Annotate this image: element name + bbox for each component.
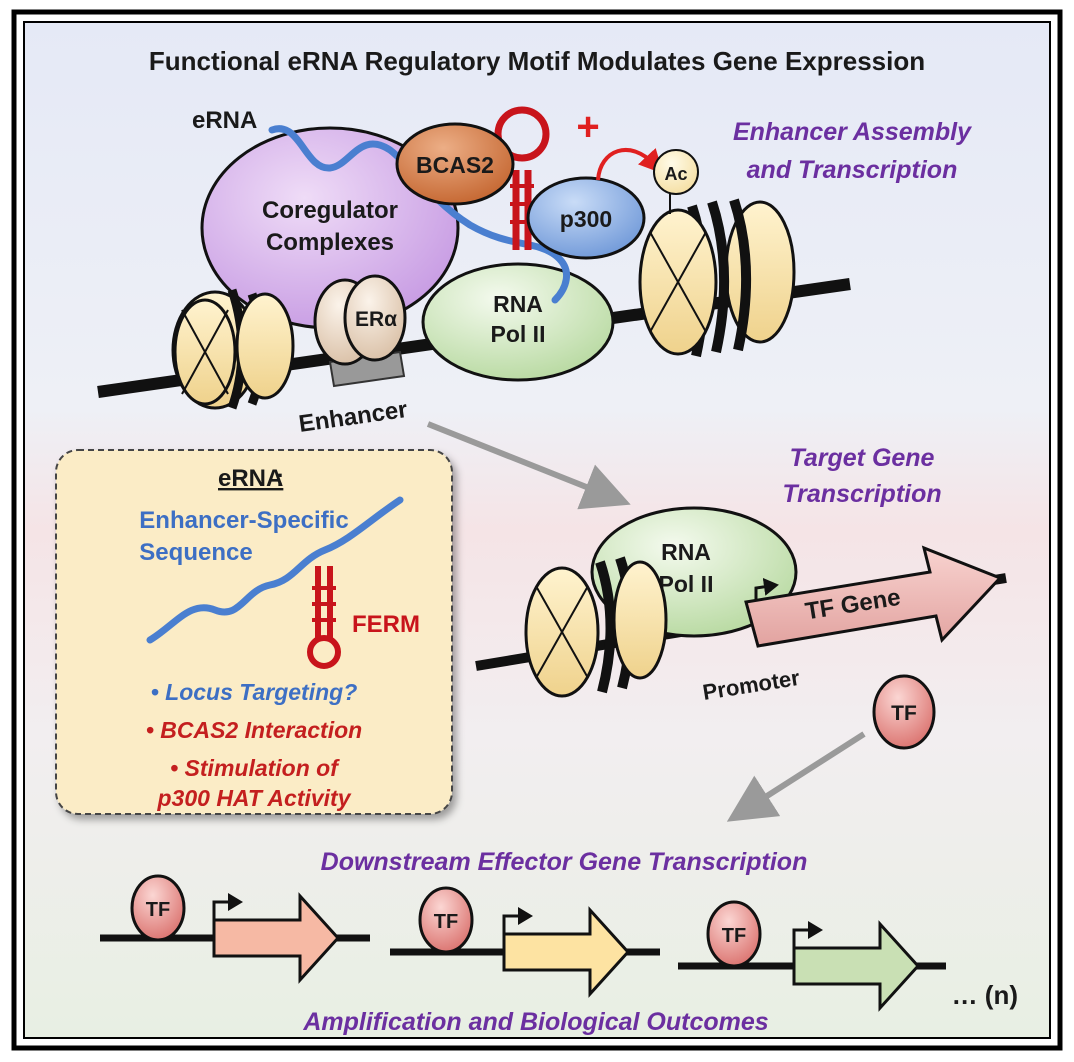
tf-protein-2-label: TF — [434, 911, 458, 933]
figure-title: Functional eRNA Regulatory Motif Modulat… — [149, 46, 925, 76]
target-gene-heading-line2: Transcription — [782, 480, 941, 508]
coregulator-label-line1: Coregulator — [262, 197, 398, 224]
p300-label: p300 — [560, 206, 612, 232]
bullet-stimulation-line2: p300 HAT Activity — [157, 785, 352, 811]
nucleosome-right — [638, 198, 796, 358]
effector-gene-2: TF — [390, 886, 660, 998]
outer-frame — [11, 9, 1063, 1051]
bullet-locus-targeting: • Locus Targeting? — [151, 679, 358, 705]
tf-gene-arrow — [744, 545, 1003, 648]
tss-arrow-1 — [212, 893, 243, 920]
tss-arrow-target — [754, 577, 779, 604]
effector-gene-2-arrow — [502, 906, 631, 998]
bullet-stimulation-line1: • Stimulation of — [170, 755, 340, 781]
arrow-to-downstream — [726, 731, 866, 822]
tf-protein-target-label: TF — [891, 702, 917, 725]
erna-box-colon: : — [276, 465, 284, 492]
plus-sign: + — [576, 105, 599, 149]
p300-protein — [526, 176, 646, 260]
erna-box-title: eRNA — [218, 465, 283, 492]
target-gene-section: Target Gene Transcription RNA Pol II TF … — [475, 444, 1007, 822]
effector-gene-1-arrow — [212, 892, 341, 984]
sequence-label-line2: Sequence — [139, 539, 252, 566]
acetyl-mark — [653, 149, 699, 195]
tf-protein-1-label: TF — [146, 899, 170, 921]
amplification-heading: Amplification and Biological Outcomes — [302, 1008, 768, 1036]
downstream-heading: Downstream Effector Gene Transcription — [321, 848, 808, 876]
tf-protein-3 — [706, 900, 762, 968]
bcas2-protein — [395, 122, 515, 206]
tss-arrow-2 — [502, 907, 533, 934]
enhancer-assembly-heading-line1: Enhancer Assembly — [733, 118, 972, 146]
more-genes-label: … (n) — [952, 980, 1018, 1010]
acetylation-arrow — [596, 147, 664, 181]
enhancer-assembly-heading-line2: and Transcription — [747, 156, 958, 184]
ferm-hairpin — [307, 566, 341, 669]
enhancer-assembly-section: Coregulator Complexes ERα RNA Pol II eRN… — [97, 105, 972, 438]
nucleosome-target — [524, 556, 668, 698]
target-rna-pol-line2: Pol II — [659, 571, 714, 597]
rna-pol-label-line2: Pol II — [491, 321, 546, 347]
coregulator-label-line2: Complexes — [266, 229, 394, 256]
er-alpha: ERα — [313, 274, 407, 366]
tf-protein-2 — [418, 886, 474, 954]
effector-gene-1: TF — [100, 874, 370, 984]
tf-protein-1 — [130, 874, 186, 942]
nucleosome-left — [171, 288, 295, 410]
acetyl-label: Ac — [664, 164, 687, 184]
tf-protein-target — [872, 674, 936, 750]
tf-protein-3-label: TF — [722, 925, 746, 947]
erna-info-box: eRNA : Enhancer-Specific Sequence FERM •… — [55, 449, 453, 815]
er-alpha-label: ERα — [355, 308, 397, 331]
bcas2-label: BCAS2 — [416, 152, 494, 178]
effector-gene-3-arrow — [792, 920, 921, 1012]
bullet-bcas2-interaction: • BCAS2 Interaction — [146, 717, 362, 743]
effector-gene-3: TF — [678, 900, 946, 1012]
rna-pol-label-line1: RNA — [493, 291, 543, 317]
erna-label: eRNA — [192, 107, 257, 134]
target-rna-pol-line1: RNA — [661, 539, 711, 565]
rna-pol-ii-enhancer — [421, 262, 615, 382]
tss-arrow-3 — [792, 921, 823, 948]
downstream-section: Downstream Effector Gene Transcription T… — [100, 848, 1018, 1036]
arrow-to-target-gene — [426, 421, 631, 510]
erna-info-box-bg — [55, 449, 453, 815]
erna-sequence-strand — [146, 496, 404, 644]
target-gene-heading-line1: Target Gene — [790, 444, 935, 472]
sequence-label-line1: Enhancer-Specific — [139, 507, 348, 534]
ferm-label: FERM — [352, 611, 420, 638]
